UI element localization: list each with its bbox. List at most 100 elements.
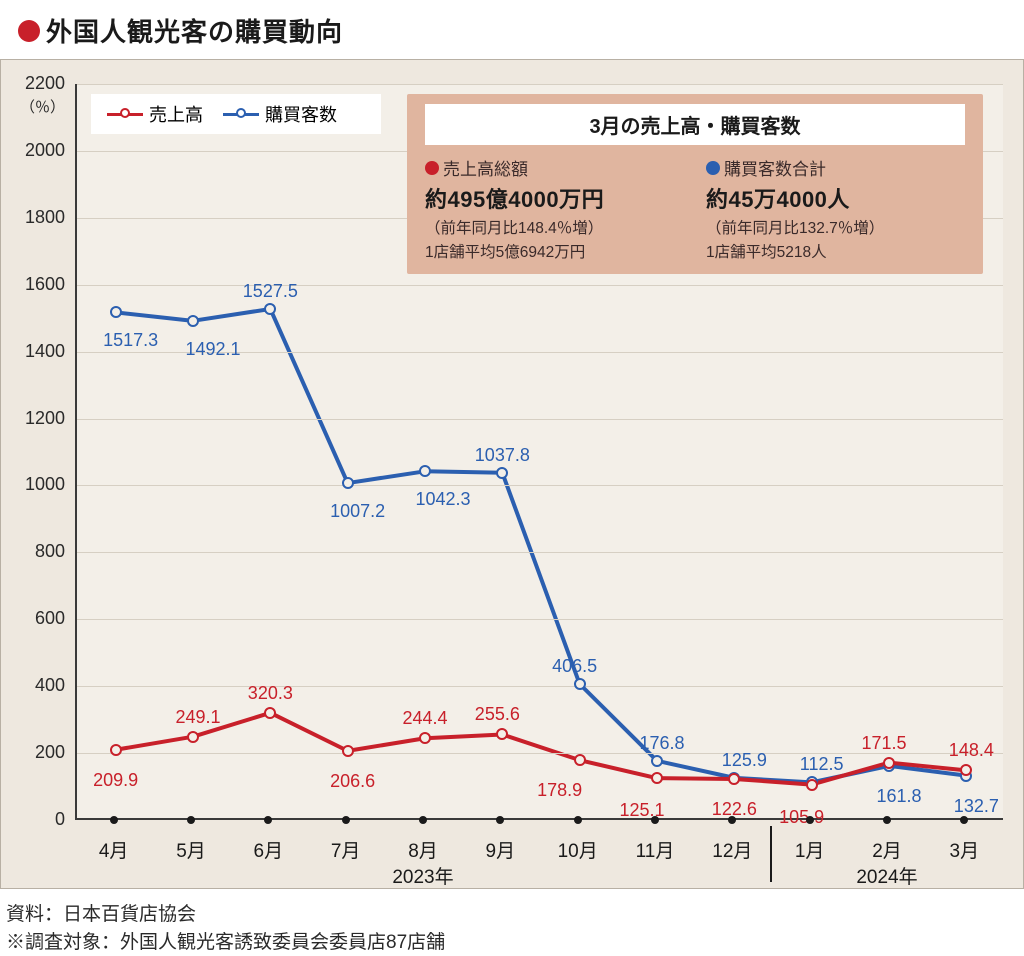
chart-area: 1517.31492.11527.51007.21042.31037.8406.… [0,59,1024,889]
data-value-label: 176.8 [639,733,684,754]
data-value-label: 1037.8 [475,445,530,466]
data-value-label: 178.9 [537,780,582,801]
legend-label: 購買客数 [265,101,337,127]
y-axis-tick: 1400 [11,341,65,362]
y-axis-tick: 1800 [11,207,65,228]
data-value-label: 161.8 [876,786,921,807]
data-point [728,773,740,785]
data-value-label: 1492.1 [185,339,240,360]
y-axis-tick: 2200 [11,73,65,94]
data-value-label: 209.9 [93,770,138,791]
title-row: 外国人観光客の購買動向 [0,0,1024,59]
root: 外国人観光客の購買動向 1517.31492.11527.51007.21042… [0,0,1024,956]
data-point [187,731,199,743]
x-axis-tick-dot [496,816,504,824]
legend-swatch-icon [223,113,259,116]
gridline [77,84,1003,85]
data-point [651,772,663,784]
data-value-label: 320.3 [248,683,293,704]
x-axis-label: 6月 [254,836,284,863]
data-point [110,306,122,318]
callout-subtext: （前年同月比132.7％増） [706,216,965,238]
legend-item-customers: 購買客数 [223,101,337,127]
data-value-label: 132.7 [954,796,999,817]
data-point [187,315,199,327]
data-value-label: 148.4 [949,740,994,761]
legend: 売上高 購買客数 [91,94,381,134]
data-point [342,477,354,489]
x-axis-year-label: 2023年 [392,862,453,889]
x-axis-tick-dot [187,816,195,824]
callout-title: 3月の売上高・購買客数 [425,104,965,145]
gridline [77,619,1003,620]
data-point [883,757,895,769]
callout-subtext: （前年同月比148.4％増） [425,216,684,238]
summary-callout: 3月の売上高・購買客数 売上高総額 約495億4000万円 （前年同月比148.… [407,94,983,274]
x-axis-label: 4月 [99,836,129,863]
y-axis-tick: 200 [11,742,65,763]
gridline [77,419,1003,420]
data-point [264,707,276,719]
data-point [574,754,586,766]
legend-item-sales: 売上高 [107,101,203,127]
data-point [496,467,508,479]
data-value-label: 1007.2 [330,501,385,522]
footer-source: 資料：日本百貨店協会 [6,901,1018,929]
x-axis-label: 10月 [558,836,598,863]
y-axis-tick: 1200 [11,408,65,429]
data-value-label: 171.5 [861,733,906,754]
x-axis-label: 11月 [636,836,675,863]
x-axis-tick-dot [342,816,350,824]
x-axis-label: 9月 [486,836,516,863]
x-axis-tick-dot [651,816,659,824]
legend-swatch-icon [107,113,143,116]
x-axis-tick-dot [806,816,814,824]
footer-notes: 資料：日本百貨店協会 ※調査対象：外国人観光客誘致委員会委員店87店舗 [0,895,1024,956]
x-axis-label: 8月 [408,836,438,863]
data-value-label: 1527.5 [243,281,298,302]
data-point [419,732,431,744]
gridline [77,552,1003,553]
x-axis-label: 7月 [331,836,361,863]
x-axis-tick-dot [883,816,891,824]
x-axis-tick-dot [960,816,968,824]
data-value-label: 255.6 [475,704,520,725]
gridline [77,285,1003,286]
data-point [264,303,276,315]
data-point [574,678,586,690]
callout-value: 約45万4000人 [706,182,965,214]
data-point [110,744,122,756]
gridline [77,485,1003,486]
x-axis-label: 5月 [176,836,206,863]
data-value-label: 406.5 [552,656,597,677]
legend-label: 売上高 [149,101,203,127]
data-point [342,745,354,757]
data-value-label: 125.9 [722,750,767,771]
data-value-label: 244.4 [402,708,447,729]
x-axis-tick-dot [110,816,118,824]
x-axis-tick-dot [419,816,427,824]
data-point [806,779,818,791]
callout-heading: 購買客数合計 [724,155,826,180]
callout-subtext: 1店舗平均5218人 [706,240,965,262]
x-axis-tick-dot [574,816,582,824]
data-point [960,764,972,776]
callout-column-sales: 売上高総額 約495億4000万円 （前年同月比148.4％増） 1店舗平均5億… [425,155,684,262]
y-axis-tick: 2000 [11,140,65,161]
y-axis-unit: （％） [11,96,65,117]
year-separator [770,826,772,882]
y-axis-tick: 800 [11,541,65,562]
gridline [77,686,1003,687]
data-point [419,465,431,477]
data-value-label: 105.9 [779,807,824,828]
series-line [116,309,967,782]
data-value-label: 1042.3 [415,489,470,510]
y-axis-tick: 400 [11,675,65,696]
callout-subtext: 1店舗平均5億6942万円 [425,240,684,262]
callout-heading: 売上高総額 [443,155,528,180]
data-value-label: 112.5 [800,754,844,775]
dot-icon [706,161,720,175]
data-point [651,755,663,767]
x-axis-tick-dot [728,816,736,824]
chart-title: 外国人観光客の購買動向 [46,12,343,49]
